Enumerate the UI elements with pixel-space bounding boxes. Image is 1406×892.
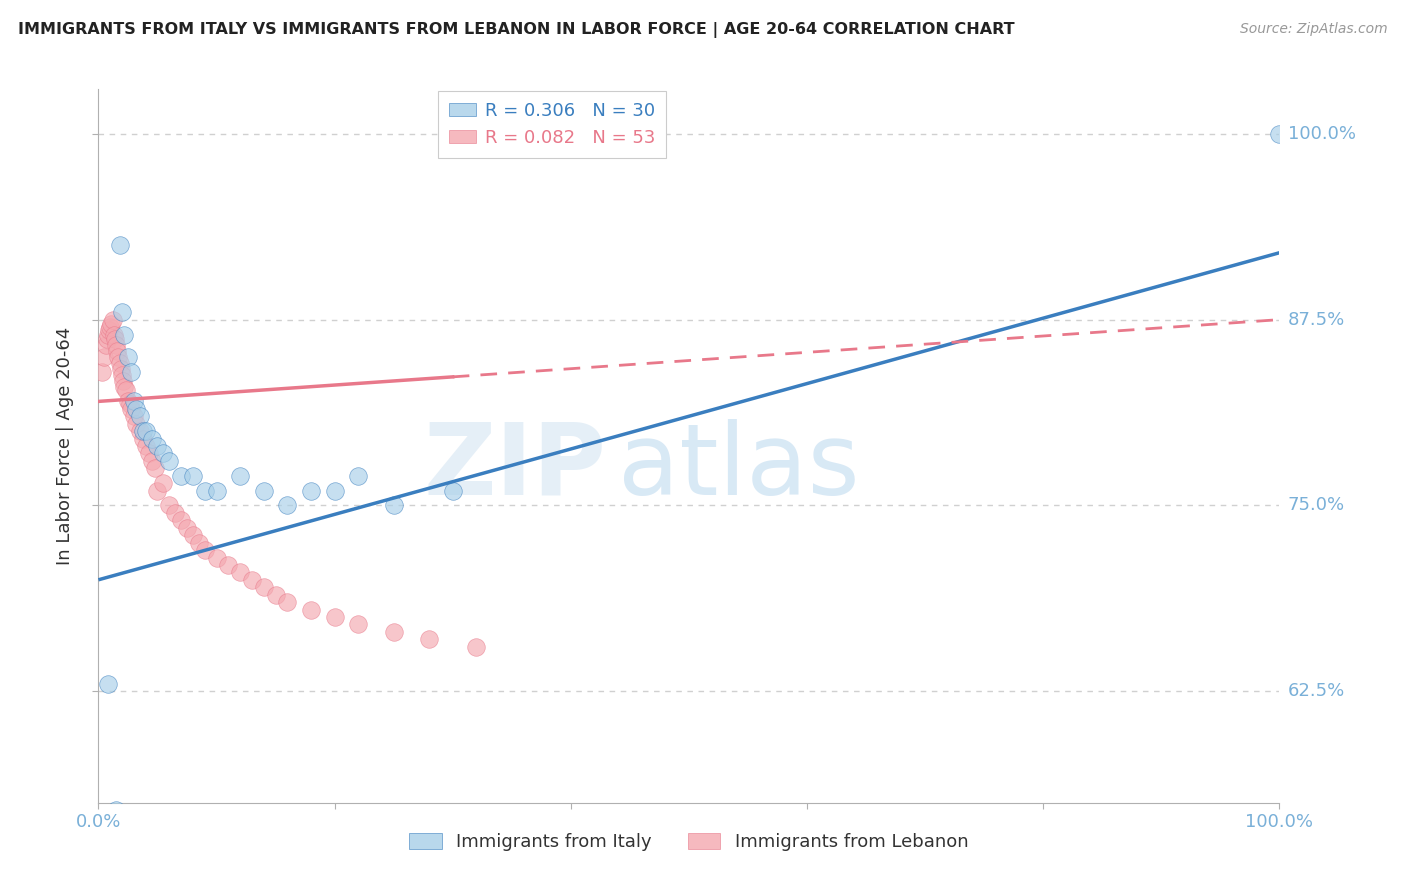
Point	[103, 327, 125, 342]
Point	[152, 476, 174, 491]
Point	[299, 602, 322, 616]
Point	[93, 350, 115, 364]
Point	[138, 446, 160, 460]
Point	[114, 383, 136, 397]
Point	[205, 550, 228, 565]
Point	[299, 483, 322, 498]
Point	[121, 365, 143, 379]
Point	[276, 595, 298, 609]
Point	[194, 483, 217, 498]
Text: IMMIGRANTS FROM ITALY VS IMMIGRANTS FROM LEBANON IN LABOR FORCE | AGE 20-64 CORR: IMMIGRANTS FROM ITALY VS IMMIGRANTS FROM…	[18, 22, 1015, 38]
Point	[135, 439, 157, 453]
Point	[101, 818, 124, 832]
Point	[108, 356, 131, 370]
Point	[112, 379, 135, 393]
Text: Source: ZipAtlas.com: Source: ZipAtlas.com	[1240, 22, 1388, 37]
Point	[323, 483, 346, 498]
Point	[418, 632, 440, 647]
Point	[98, 323, 121, 337]
Point	[253, 483, 276, 498]
Text: 62.5%: 62.5%	[1288, 682, 1346, 700]
Point	[117, 350, 139, 364]
Point	[105, 343, 128, 358]
Point	[117, 394, 139, 409]
Point	[141, 432, 163, 446]
Point	[96, 332, 118, 346]
Point	[108, 238, 131, 252]
Point	[229, 566, 252, 580]
Point	[105, 803, 128, 817]
Point	[128, 409, 150, 424]
Point	[128, 424, 150, 438]
Point	[347, 617, 370, 632]
Text: 75.0%: 75.0%	[1288, 497, 1346, 515]
Point	[143, 461, 166, 475]
Point	[382, 624, 405, 639]
Point	[101, 312, 124, 326]
Point	[217, 558, 239, 572]
Point	[112, 374, 135, 388]
Point	[97, 677, 120, 691]
Point	[1268, 127, 1291, 141]
Point	[111, 305, 134, 319]
Point	[347, 468, 370, 483]
Point	[146, 483, 169, 498]
Point	[157, 499, 180, 513]
Point	[465, 640, 488, 654]
Point	[187, 535, 209, 549]
Point	[100, 317, 122, 331]
Point	[112, 327, 135, 342]
Point	[132, 432, 155, 446]
Point	[170, 513, 193, 527]
Point	[382, 499, 405, 513]
Point	[104, 332, 127, 346]
Point	[135, 424, 157, 438]
Point	[253, 580, 276, 594]
Point	[181, 528, 204, 542]
Point	[264, 588, 287, 602]
Point	[205, 483, 228, 498]
Point	[146, 439, 169, 453]
Point	[105, 338, 128, 352]
Point	[194, 543, 217, 558]
Point	[122, 409, 145, 424]
Text: 87.5%: 87.5%	[1288, 310, 1346, 328]
Point	[323, 610, 346, 624]
Point	[240, 573, 263, 587]
Point	[229, 468, 252, 483]
Point	[441, 483, 464, 498]
Point	[141, 454, 163, 468]
Point	[110, 361, 132, 376]
Point	[181, 468, 204, 483]
Point	[125, 417, 148, 431]
Point	[120, 397, 142, 411]
Point	[94, 338, 117, 352]
Point	[91, 365, 114, 379]
Point	[125, 401, 148, 416]
Point	[157, 454, 180, 468]
Text: atlas: atlas	[619, 419, 859, 516]
Point	[276, 499, 298, 513]
Y-axis label: In Labor Force | Age 20-64: In Labor Force | Age 20-64	[56, 326, 75, 566]
Point	[170, 468, 193, 483]
Point	[121, 401, 143, 416]
Text: ZIP: ZIP	[423, 419, 606, 516]
Point	[132, 424, 155, 438]
Point	[111, 368, 134, 382]
Legend: Immigrants from Italy, Immigrants from Lebanon: Immigrants from Italy, Immigrants from L…	[402, 825, 976, 858]
Point	[97, 327, 120, 342]
Text: 100.0%: 100.0%	[1288, 125, 1355, 143]
Point	[98, 320, 121, 334]
Point	[176, 521, 198, 535]
Point	[165, 506, 187, 520]
Point	[152, 446, 174, 460]
Point	[122, 394, 145, 409]
Point	[107, 350, 129, 364]
